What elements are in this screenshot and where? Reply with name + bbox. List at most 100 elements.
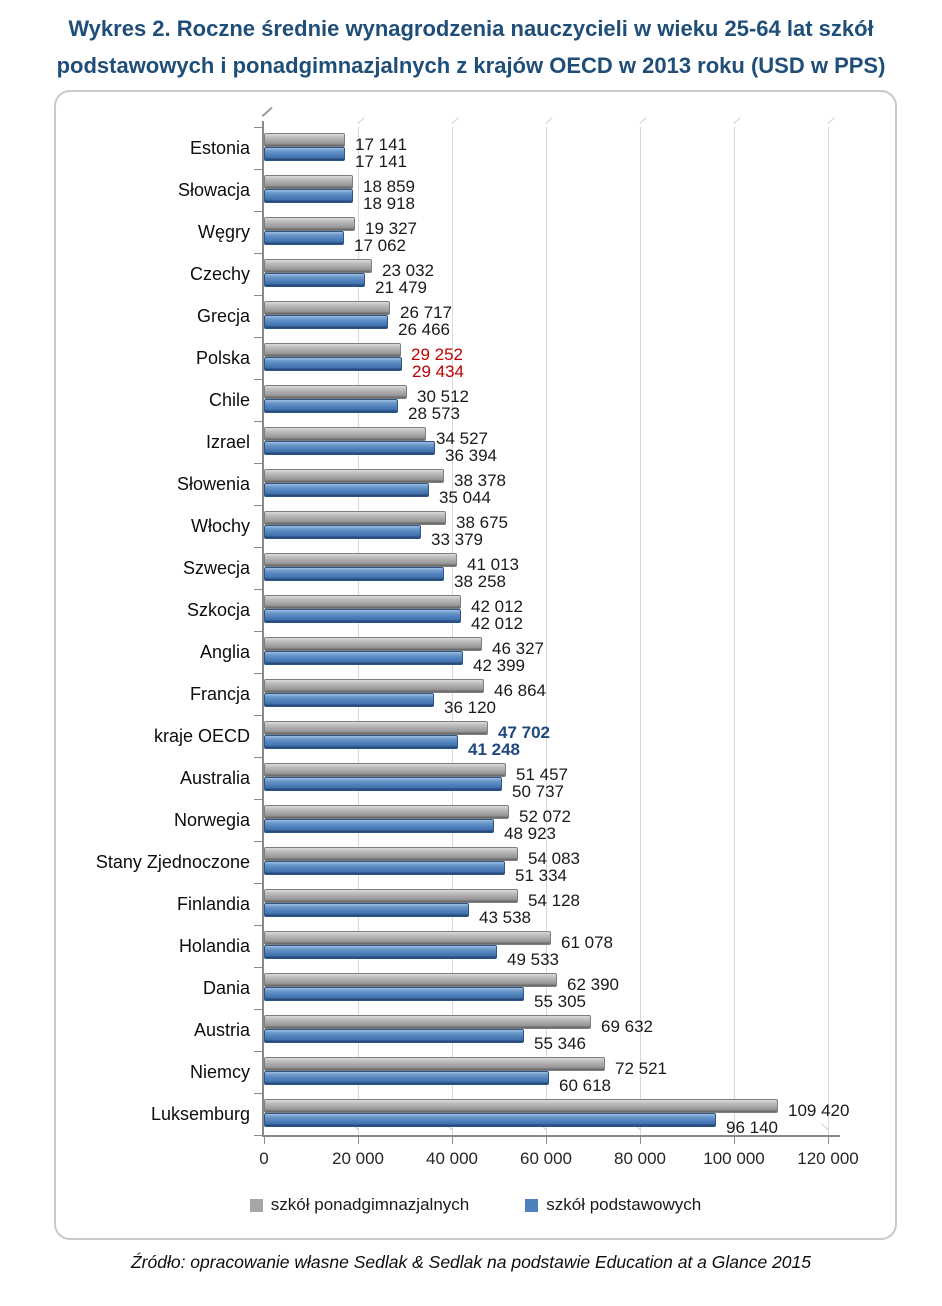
category-label: Polska — [195, 348, 250, 368]
x-axis-tick-label: 100 000 — [703, 1149, 765, 1168]
table-row: Austria 69 632 55 346 — [194, 1009, 836, 1052]
x-axis-tick — [734, 1137, 735, 1144]
bar-primary — [264, 735, 458, 749]
x-axis-tick — [358, 1137, 359, 1144]
value-label-upper: 61 078 — [561, 933, 613, 952]
chart-area: Estonia 17 141 17 141 Słowacja 18 859 18 918 W… — [54, 90, 897, 1240]
table-row: Izrael 34 527 36 394 — [206, 421, 836, 465]
table-row: Słowacja 18 859 18 918 — [178, 169, 836, 212]
gridline — [546, 127, 547, 1135]
bar-upper-secondary — [264, 343, 401, 357]
y-axis-tick — [254, 1009, 264, 1010]
table-row: Czechy 23 032 21 479 — [190, 253, 836, 297]
value-label-lower: 41 248 — [468, 740, 520, 759]
source-note: Źródło: opracowanie własne Sedlak & Sedl… — [130, 1252, 811, 1272]
value-label-upper: 17 141 — [355, 135, 407, 154]
gridline-top-hook — [827, 117, 835, 124]
bar-upper-secondary — [264, 1057, 605, 1071]
x-axis-tick-label: 0 — [259, 1149, 269, 1168]
bar-primary — [264, 147, 345, 161]
y-axis-tick — [254, 589, 264, 590]
legend-item-label: szkół ponadgimnazjalnych — [270, 1195, 470, 1214]
category-label: Francja — [189, 684, 250, 704]
category-label: Włochy — [190, 516, 250, 536]
y-axis-tick — [254, 547, 264, 548]
y-axis-tick — [254, 967, 264, 968]
category-label: Stany Zjednoczone — [95, 852, 250, 872]
y-axis-3d-hook — [261, 106, 273, 117]
y-axis-tick — [254, 673, 264, 674]
value-label-lower: 36 394 — [445, 446, 497, 465]
category-label: kraje OECD — [153, 726, 250, 746]
bar-upper-secondary — [264, 427, 426, 441]
x-axis-tick-label: 80 000 — [614, 1149, 666, 1168]
bar-upper-secondary — [264, 679, 484, 693]
y-axis-tick — [254, 925, 264, 926]
bar-primary — [264, 945, 497, 959]
plot-area: Estonia 17 141 17 141 Słowacja 18 859 18 918 W… — [96, 106, 859, 1168]
x-axis-tick-label: 120 000 — [797, 1149, 859, 1168]
bar-primary — [264, 987, 524, 1001]
x-axis-line — [262, 1135, 840, 1137]
value-label-lower: 28 573 — [408, 404, 460, 423]
gridline-top-hook — [357, 117, 365, 124]
x-axis-tick — [828, 1137, 829, 1144]
value-label-upper: 52 072 — [519, 807, 571, 826]
bar-upper-secondary — [264, 595, 461, 609]
gridline — [640, 127, 641, 1135]
bar-primary — [264, 1113, 716, 1127]
value-label-lower: 42 399 — [473, 656, 525, 675]
bar-primary — [264, 693, 434, 707]
table-row: Niemcy 72 521 60 618 — [190, 1051, 836, 1094]
table-row: Stany Zjednoczone 54 083 51 334 — [96, 841, 836, 884]
value-label-lower: 49 533 — [507, 950, 559, 969]
bar-upper-secondary — [264, 847, 518, 861]
category-label: Szkocja — [186, 600, 250, 620]
table-row: Szkocja 42 012 42 012 — [187, 589, 836, 633]
table-row: kraje OECD 47 702 41 248 — [154, 715, 836, 759]
bar-upper-secondary — [264, 385, 407, 399]
bar-upper-secondary — [264, 175, 353, 189]
table-row: Finlandia 54 128 43 538 — [177, 883, 836, 926]
value-label-lower: 38 258 — [454, 572, 506, 591]
table-row: Holandia 61 078 49 533 — [179, 925, 836, 969]
value-label-upper: 109 420 — [788, 1101, 850, 1120]
table-row: Węgry 19 327 17 062 — [198, 211, 836, 254]
bar-upper-secondary — [264, 217, 355, 231]
value-label-upper: 29 252 — [411, 345, 463, 364]
legend-swatch — [525, 1198, 539, 1212]
y-axis-tick — [254, 295, 264, 296]
value-label-lower: 33 379 — [431, 530, 483, 549]
bar-upper-secondary — [264, 973, 557, 987]
category-label: Estonia — [189, 138, 250, 158]
legend-item: szkół ponadgimnazjalnych — [249, 1195, 470, 1215]
bar-primary — [264, 1029, 524, 1043]
value-label-upper: 30 512 — [417, 387, 469, 406]
bar-upper-secondary — [264, 763, 506, 777]
bar-upper-secondary — [264, 553, 457, 567]
bar-primary — [264, 441, 435, 455]
value-label-lower: 48 923 — [504, 824, 556, 843]
value-label-lower: 21 479 — [375, 278, 427, 297]
category-label: Węgry — [197, 222, 250, 242]
bar-primary — [264, 483, 429, 497]
category-label: Słowacja — [177, 180, 250, 200]
x-axis-tick-label: 40 000 — [426, 1149, 478, 1168]
table-row: Szwecja 41 013 38 258 — [183, 547, 836, 591]
bar-upper-secondary — [264, 805, 509, 819]
value-label-upper: 47 702 — [498, 723, 550, 742]
bar-primary — [264, 525, 421, 539]
bar-primary — [264, 651, 463, 665]
bar-primary — [264, 399, 398, 413]
category-label: Niemcy — [189, 1062, 250, 1082]
table-row: Grecja 26 717 26 466 — [197, 295, 836, 338]
y-axis-tick — [254, 1051, 264, 1052]
y-axis-tick — [254, 631, 264, 632]
value-label-lower: 42 012 — [471, 614, 523, 633]
bar-upper-secondary — [264, 469, 444, 483]
value-label-upper: 46 864 — [494, 681, 546, 700]
bar-upper-secondary — [264, 259, 372, 273]
value-label-upper: 34 527 — [436, 429, 488, 448]
value-label-upper: 26 717 — [400, 303, 452, 322]
y-axis-tick — [254, 169, 264, 170]
